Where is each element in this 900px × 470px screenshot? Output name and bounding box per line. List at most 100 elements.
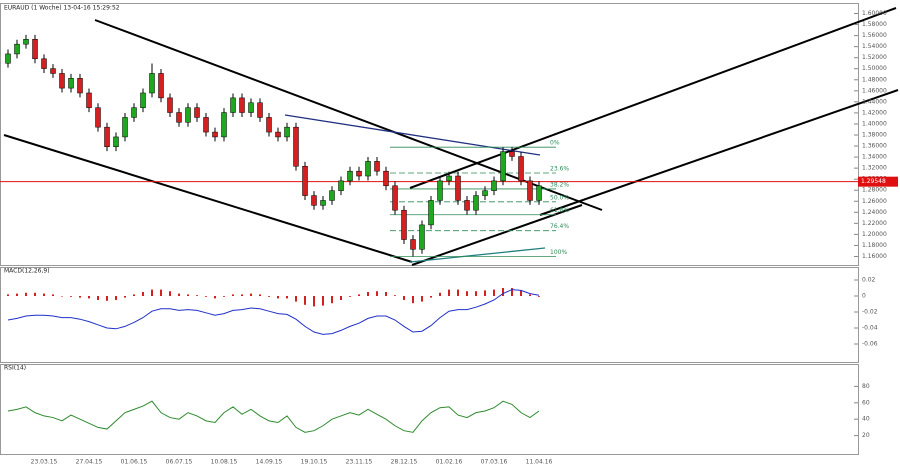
candle-body	[491, 180, 497, 191]
candle-body	[320, 200, 326, 206]
macd-line	[7, 289, 540, 335]
candle-body	[266, 117, 272, 133]
macd-bar	[358, 294, 360, 296]
candle-body	[275, 131, 281, 138]
y-tick-label: 1.54000	[862, 43, 887, 50]
macd-bar	[106, 296, 108, 301]
candle-body	[68, 78, 74, 89]
x-tick-label: 06.07.15	[166, 459, 193, 466]
candle-body	[122, 117, 128, 138]
macd-bar	[196, 295, 198, 296]
chart-title: EURAUD (1 Woche) 13-04-16 15:29:52	[4, 5, 120, 12]
y-tick-label: 1.60000	[862, 10, 887, 17]
macd-bar	[178, 293, 180, 296]
macd-bar	[484, 290, 486, 296]
macd-bar	[241, 294, 243, 296]
candle-body	[149, 73, 155, 94]
candle-body	[446, 175, 452, 182]
macd-bar	[7, 294, 9, 296]
macd-bar	[412, 296, 414, 304]
candle-body	[221, 112, 227, 138]
candle-body	[131, 107, 137, 118]
macd-bar	[169, 291, 171, 296]
y-tick-label: 40	[862, 416, 870, 423]
macd-bar	[466, 291, 468, 296]
y-tick-label: 1.34000	[862, 154, 887, 161]
y-tick-label: -0.04	[862, 325, 878, 332]
x-tick-label: 28.12.15	[391, 459, 418, 466]
macd-bar	[88, 296, 90, 299]
candle-body	[509, 151, 515, 157]
x-tick-label: 19.10.15	[301, 459, 328, 466]
main-panel	[0, 3, 859, 266]
candle-body	[59, 73, 65, 89]
macd-bar	[313, 296, 315, 307]
fib-label: 76.4%	[550, 223, 569, 230]
macd-bar	[394, 295, 396, 296]
candle-body	[86, 92, 92, 108]
candle-body	[365, 161, 371, 177]
candle-body	[104, 126, 110, 147]
trendline	[3, 134, 413, 263]
candle-body	[167, 97, 173, 113]
candle-body	[293, 126, 299, 167]
y-tick-label: 0.02	[862, 277, 876, 284]
candle-body	[338, 180, 344, 191]
candle-body	[14, 43, 20, 55]
macd-panel	[0, 267, 859, 363]
y-tick-label: 80	[862, 383, 870, 390]
candle-body	[41, 58, 47, 69]
macd-bar	[142, 292, 144, 296]
candle-body	[374, 161, 380, 172]
candle-body	[329, 190, 335, 201]
macd-bar	[538, 296, 540, 297]
fib-label: 0%	[550, 140, 560, 147]
macd-bar	[124, 296, 126, 298]
candle-body	[212, 131, 218, 138]
candle-body	[176, 112, 182, 123]
macd-bar	[367, 292, 369, 296]
y-tick-label: 1.24000	[862, 209, 887, 216]
macd-bar	[529, 294, 531, 296]
x-tick-label: 01.02.16	[436, 459, 463, 466]
macd-bar	[403, 296, 405, 300]
candle-body	[518, 156, 524, 182]
candle-body	[473, 195, 479, 211]
macd-bar	[421, 296, 423, 302]
y-tick-label: 1.52000	[862, 54, 887, 61]
y-tick-label: 1.38000	[862, 132, 887, 139]
macd-bar	[34, 292, 36, 296]
candle-body	[419, 224, 425, 250]
y-tick-label: 1.50000	[862, 65, 887, 72]
oscillator-line	[7, 400, 540, 433]
y-tick-label: -0.02	[862, 309, 878, 316]
macd-bar	[214, 296, 216, 299]
candle-body	[527, 180, 533, 201]
macd-bar	[376, 291, 378, 296]
candle-body	[239, 97, 245, 113]
fib-label: 50.0%	[550, 194, 569, 201]
panel-title: RSI(14)	[4, 365, 26, 372]
macd-bar	[322, 296, 324, 306]
macd-bar	[151, 289, 153, 296]
candle-body	[392, 185, 398, 211]
macd-bar	[97, 296, 99, 300]
macd-bar	[115, 296, 117, 300]
candle-body	[464, 200, 470, 211]
macd-bar	[385, 292, 387, 296]
y-tick-label: 1.48000	[862, 76, 887, 83]
y-tick-label: 60	[862, 399, 870, 406]
candle-body	[248, 102, 254, 113]
trendlines	[3, 7, 899, 266]
candle-body	[230, 97, 236, 113]
candle-body	[500, 151, 506, 182]
candle-body	[536, 185, 542, 201]
x-tick-label: 01.06.15	[121, 459, 148, 466]
candle-body	[284, 126, 290, 138]
x-tick-label: 14.09.15	[256, 459, 283, 466]
candle-body	[383, 170, 389, 187]
macd-bar	[205, 296, 207, 297]
candle-body	[32, 39, 38, 60]
macd-bar	[43, 293, 45, 296]
